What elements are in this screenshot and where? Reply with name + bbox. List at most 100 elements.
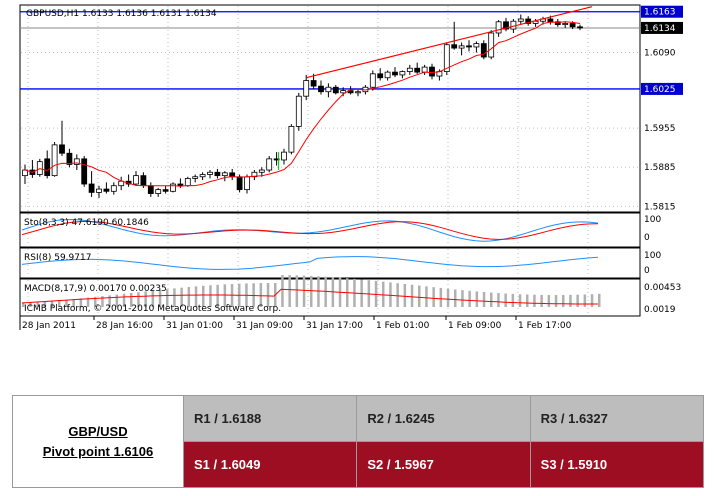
price-tag-r1: 1.6163 [644,8,676,18]
y-tick-label: 1.6090 [644,49,676,59]
y-tick-label: 1.5955 [644,124,676,134]
candle [577,26,583,29]
macd-bar [173,288,176,307]
s1-cell: S1 / 1.6049 [182,441,358,488]
chart-header: GBPUSD,H1 1.6133 1.6136 1.6131 1.6134 [26,9,217,19]
macd-bar [482,292,486,307]
macd-bar [223,284,227,307]
candle [170,183,176,192]
macd-bar [122,293,126,307]
macd-bar [310,275,313,307]
candle [303,80,310,97]
macd-bar [72,298,75,307]
candle [325,86,332,93]
candle [458,45,465,49]
price-chart: GBPUSD,H1 1.6133 1.6136 1.6131 1.6134 1.6… [19,4,683,331]
macd-bar [29,302,32,307]
macd-bar [504,293,507,307]
macd-bar [209,285,212,307]
candle [443,44,450,72]
candle [244,176,250,191]
moving-average-line [24,21,581,187]
macd-bar [94,296,97,307]
rsi-tick-label: 100 [644,251,661,261]
macd-bar [50,300,54,307]
x-tick-label: 1 Feb 17:00 [518,321,572,331]
macd-bar [43,301,47,307]
price-tag-current-bg [641,21,683,34]
price-tag-current: 1.6134 [644,24,676,34]
macd-bar [202,285,205,307]
macd-bar [101,296,104,307]
s3-cell: S3 / 1.5910 [529,441,705,488]
candle [155,189,162,194]
candle [59,144,65,154]
candle [392,71,398,76]
candle [88,183,95,193]
macd-bar [468,290,471,307]
candle [406,67,413,72]
macd-bar [22,302,25,307]
macd-bar [454,289,457,307]
candle [96,188,102,193]
candle [110,185,117,192]
macd-bar [317,276,320,307]
x-tick-label: 31 Jan 09:00 [236,321,293,331]
candle [473,43,480,48]
macd-bar [497,293,500,307]
macd-bar [65,299,68,307]
y-tick-label: 1.5885 [644,163,676,173]
macd-bar [216,284,219,307]
macd-bar [194,286,198,307]
macd-bar [403,283,407,307]
candle [384,71,391,79]
candle [281,151,287,161]
macd-bar [374,280,378,307]
macd-bar [281,275,284,307]
macd-bar [58,300,61,307]
candle [466,45,472,48]
pivot-table: GBP/USD Pivot point 1.6106 R1 / 1.6188 R… [12,395,705,488]
candle [221,172,228,177]
macd-bar [302,275,306,307]
r2-cell: R2 / 1.6245 [356,395,531,442]
macd-tick-label: 0.00453 [644,283,681,293]
candle [562,23,569,25]
candle [140,175,147,187]
candle [133,175,139,185]
macd-bar [583,294,587,307]
x-tick-label: 31 Jan 01:00 [166,321,223,331]
macd-bar [461,290,464,307]
candle [214,171,221,177]
candle [332,86,339,94]
macd-bar [598,293,601,307]
candle [318,85,324,93]
macd-bar [418,285,421,307]
rsi-label: RSI(8) 59.9717 [24,253,91,263]
candle [510,20,517,30]
macd-bar [396,283,399,307]
macd-bar [518,294,522,307]
candle [488,32,495,58]
y-tick-label: 1.5815 [644,202,676,212]
channel-line [306,6,593,79]
x-tick-label: 1 Feb 09:00 [448,321,502,331]
candle [36,161,43,175]
price-tag-s1-bg [641,82,683,95]
candle [184,178,191,187]
rsi-line [21,256,599,270]
macd-bar [490,292,493,307]
candle [51,144,58,177]
candle [147,185,154,194]
rsi-tick-label: 0 [644,266,650,276]
candle [192,176,199,179]
candle [547,18,554,23]
macd-bar [266,283,270,307]
x-tick-label: 28 Jan 2011 [22,321,76,331]
macd-label: MACD(8,17,9) 0.00170 0.00235 [24,284,167,294]
candle [451,44,458,49]
price-tag-s1: 1.6025 [644,85,676,95]
pair-label: GBP/USD [68,423,128,439]
macd-bar [158,289,162,307]
sto-signal-line [21,220,599,240]
